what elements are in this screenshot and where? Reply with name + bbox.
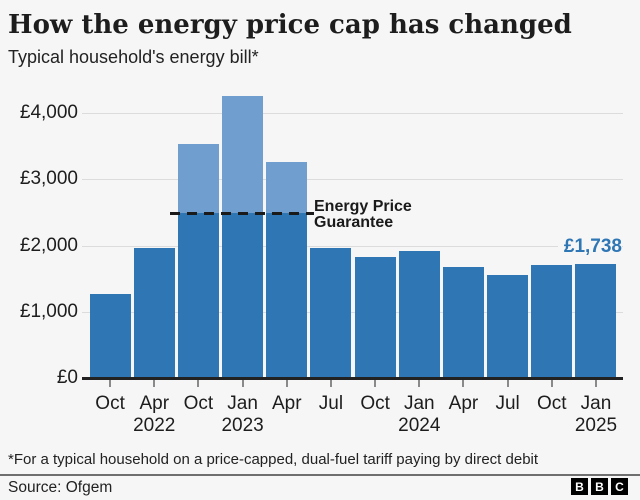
x-tick-11 [594, 380, 597, 387]
x-year-label-11: 2025 [574, 415, 618, 436]
bar-apr-2024 [442, 267, 484, 379]
bar-oct-2022 [177, 143, 219, 379]
bar-jul-2024 [487, 275, 529, 379]
x-month-label-3: Jan [227, 393, 258, 414]
x-tick-6 [374, 380, 377, 387]
x-month-label-11: Jan [580, 393, 612, 414]
bar-capped-overlay [222, 95, 263, 214]
gridline-3000 [82, 179, 623, 181]
y-axis-label-1000: £1,000 [19, 300, 78, 322]
footnote: *For a typical household on a price-capp… [8, 451, 539, 468]
gridline-2000 [82, 245, 623, 247]
footer-divider [0, 474, 640, 476]
source-credit: Source: Ofgem [8, 479, 113, 496]
gridline-1000 [82, 311, 623, 313]
bar-oct-2021 [89, 294, 131, 379]
page-subtitle: Typical household's energy bill* [8, 47, 259, 67]
x-tick-4 [285, 380, 288, 387]
bar-apr-2022 [133, 248, 175, 379]
x-month-label-9: Jul [495, 393, 520, 414]
y-axis-label-3000: £3,000 [19, 168, 78, 190]
bar-apr-2023 [266, 161, 308, 379]
bar-jan-2024 [398, 251, 440, 379]
gridline-4000 [82, 113, 623, 114]
bar-capped-overlay [177, 143, 219, 214]
x-year-label-3: 2023 [221, 415, 264, 436]
x-month-label-0: Oct [95, 393, 125, 414]
bbc-logo: B B C [571, 478, 628, 495]
latest-value-label: £1,738 [557, 236, 622, 258]
x-tick-0 [109, 380, 112, 387]
bbc-logo-block-2: B [591, 478, 608, 495]
bar-jan-2023 [222, 95, 263, 379]
bar-oct-2023 [354, 257, 396, 379]
x-month-label-1: Apr [139, 393, 170, 414]
x-month-label-8: Apr [448, 393, 479, 414]
y-axis-label-2000: £2,000 [19, 234, 78, 256]
page-title: How the energy price cap has changed [8, 10, 572, 40]
x-tick-1 [153, 380, 156, 387]
bbc-logo-block-1: B [571, 478, 588, 495]
x-month-label-7: Jan [403, 393, 435, 414]
x-year-label-7: 2024 [398, 415, 441, 436]
x-axis-line [82, 377, 623, 380]
bar-oct-2024 [531, 265, 573, 379]
x-tick-10 [550, 380, 553, 387]
x-tick-5 [329, 380, 332, 387]
annotation-line-1: Energy Price [314, 198, 412, 215]
y-axis-label-4000: £4,000 [19, 102, 78, 123]
x-year-label-1: 2022 [133, 415, 176, 436]
guarantee-dashed-line [170, 211, 314, 215]
bar-jan-2025 [575, 263, 617, 379]
x-tick-3 [241, 380, 244, 387]
x-tick-8 [462, 380, 465, 387]
annotation-line-2: Guarantee [314, 214, 394, 231]
x-tick-7 [418, 380, 421, 387]
x-tick-2 [197, 380, 200, 387]
x-month-label-4: Apr [271, 393, 302, 414]
x-month-label-5: Jul [318, 393, 344, 414]
bbc-logo-block-3: C [611, 478, 628, 495]
x-tick-9 [506, 380, 509, 387]
bar-jul-2023 [310, 248, 352, 379]
x-month-label-2: Oct [183, 393, 214, 414]
y-axis-label-0: £0 [56, 367, 78, 388]
bar-capped-overlay [266, 161, 308, 214]
x-month-label-6: Oct [360, 393, 390, 414]
annotation-energy-price-guarantee: Energy Price Guarantee [314, 199, 412, 231]
x-month-label-10: Oct [537, 393, 567, 414]
